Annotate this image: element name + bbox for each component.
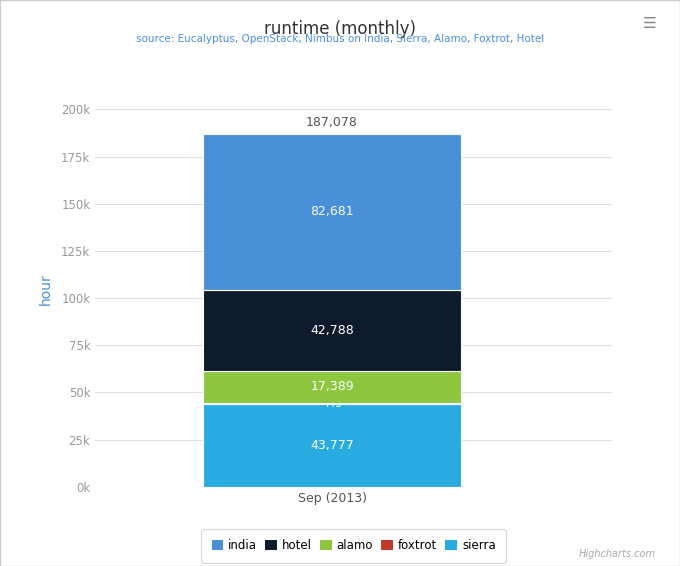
Bar xyxy=(203,134,461,290)
Text: 82,681: 82,681 xyxy=(310,205,354,218)
Text: 43,777: 43,777 xyxy=(310,439,354,452)
Text: Highcharts.com: Highcharts.com xyxy=(579,549,656,559)
Text: 17,389: 17,389 xyxy=(310,380,354,393)
Legend: india, hotel, alamo, foxtrot, sierra: india, hotel, alamo, foxtrot, sierra xyxy=(205,532,503,559)
Text: 443: 443 xyxy=(322,399,342,409)
Text: 42,788: 42,788 xyxy=(310,324,354,337)
Y-axis label: hour: hour xyxy=(39,273,53,305)
Text: 187,078: 187,078 xyxy=(306,116,358,129)
Text: runtime (monthly): runtime (monthly) xyxy=(264,20,416,38)
Text: source: Eucalyptus, OpenStack, Nimbus on India, Sierra, Alamo, Foxtrot, Hotel: source: Eucalyptus, OpenStack, Nimbus on… xyxy=(136,34,544,44)
Bar xyxy=(203,404,461,487)
Bar xyxy=(203,371,461,404)
Bar xyxy=(203,290,461,371)
Text: ☰: ☰ xyxy=(643,16,656,31)
